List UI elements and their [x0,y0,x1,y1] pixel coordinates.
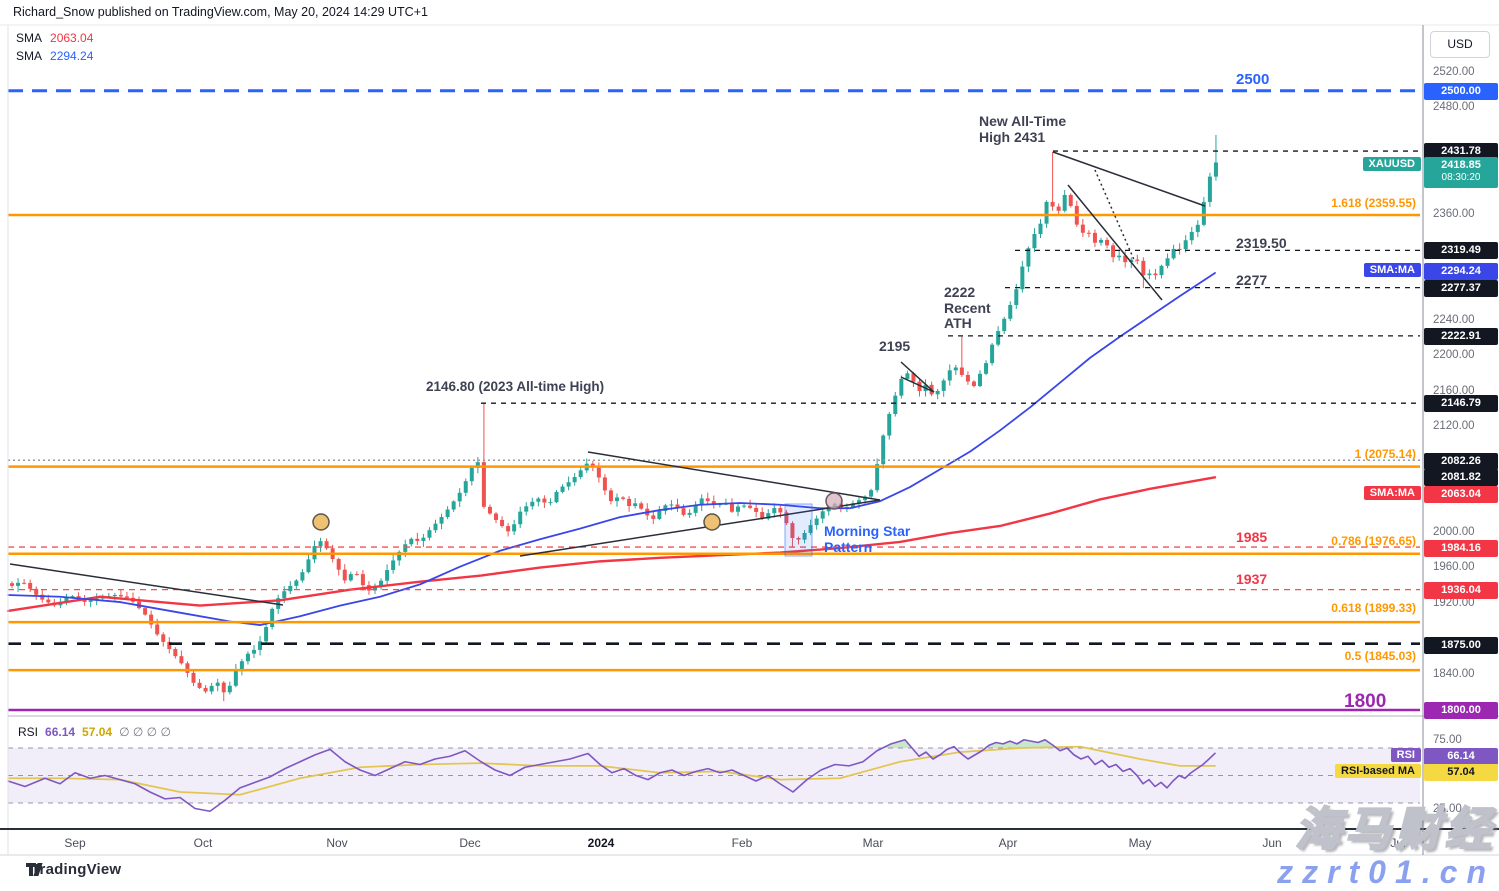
price-badge: 2222.91 [1424,328,1498,345]
axis-side-label: RSI-based MA [1335,764,1421,778]
price-tick: 1920.00 [1433,596,1475,609]
price-badge: 1800.00 [1424,702,1498,719]
time-label-may: May [1128,836,1152,850]
sma-legend-row-slow[interactable]: SMA 2294.24 [16,47,93,65]
annotation: 0.786 (1976.65) [1331,534,1416,548]
usd-button[interactable]: USD [1430,31,1490,58]
price-badge-sma-ma: 2063.04 [1424,486,1498,503]
price-badge-rsi-based-ma: 57.04 [1424,764,1498,781]
annotation: 2277 [1236,272,1268,288]
time-label-nov: Nov [326,836,348,850]
tradingview-logo-text: TradingView [31,861,122,878]
price-tick: 2200.00 [1433,349,1475,362]
footer-logo[interactable]: TradingView [25,861,121,878]
annotation: 1800 [1344,691,1387,712]
annotation: 1.618 (2359.55) [1331,196,1416,210]
axis-side-label: SMA:MA [1363,263,1421,277]
rsi-empty-params: ∅ ∅ ∅ ∅ [119,725,171,739]
price-badge: 1984.16 [1424,540,1498,557]
rsi-tick: 75.00 [1433,734,1462,747]
publish-title: Richard_Snow published on TradingView.co… [13,5,428,19]
price-tick: 2240.00 [1433,313,1475,326]
price-badge: 2082.26 [1424,453,1498,470]
price-tick: 1840.00 [1433,667,1475,680]
price-badge: 2319.49 [1424,242,1498,259]
price-tick: 2120.00 [1433,419,1475,432]
price-badge-xauusd: 2418.85 08:30:20 [1424,157,1498,188]
rsi-indicator-legend[interactable]: RSI 66.14 57.04 ∅ ∅ ∅ ∅ [18,725,178,739]
rsi-ma-value: 57.04 [82,725,113,739]
rsi-tick: 25.00 [1433,802,1462,815]
annotation: Morning Star Pattern [824,523,911,555]
time-label-mar: Mar [862,836,884,850]
time-label-dec: Dec [459,836,481,850]
annotation: 2195 [879,338,911,354]
time-label-2024: 2024 [587,836,615,850]
price-badge: 2431.78 [1424,143,1498,160]
time-label-feb: Feb [731,836,753,850]
time-label-sep: Sep [64,836,86,850]
price-badge: 2500.00 [1424,83,1498,100]
price-badge-rsi: 66.14 [1424,748,1498,765]
rsi-value: 66.14 [45,725,76,739]
price-tick: 2000.00 [1433,526,1475,539]
rsi-label: RSI [18,725,39,739]
price-tick: 2160.00 [1433,384,1475,397]
axis-side-label: XAUUSD [1362,157,1421,171]
annotation: 1985 [1236,529,1268,545]
sma-value-blue: 2294.24 [50,49,94,63]
price-tick: 2480.00 [1433,101,1475,114]
price-badge: 1936.04 [1424,582,1498,599]
price-badge: 2081.82 [1424,469,1498,486]
price-badge: 1875.00 [1424,637,1498,654]
price-badge: 2146.79 [1424,395,1498,412]
sma-label: SMA [16,49,43,63]
price-tick: 2520.00 [1433,66,1475,78]
sma-label: SMA [16,31,43,45]
annotation: 1 (2075.14) [1354,447,1416,461]
annotation: 2146.80 (2023 All-time High) [426,379,605,394]
sma-value-red: 2063.04 [50,31,94,45]
annotation: 1937 [1236,571,1268,587]
time-label-oct: Oct [193,836,213,850]
annotation: 2222 Recent ATH [944,284,991,332]
sma-legend: SMA 2063.04 SMA 2294.24 [16,29,93,65]
time-label-apr: Apr [998,836,1018,850]
annotation: 0.618 (1899.33) [1331,601,1416,615]
axis-side-label: SMA:MA [1363,486,1421,500]
price-tick: 1960.00 [1433,561,1475,574]
price-tick: 2360.00 [1433,207,1475,220]
axis-side-label: RSI [1390,748,1421,762]
time-label-jun: Jun [1262,836,1282,850]
annotation: New All-Time High 2431 [979,113,1067,145]
annotation: 2500 [1236,71,1270,88]
annotation: 2319.50 [1236,235,1287,251]
price-badge: 2277.37 [1424,280,1498,297]
time-label-jul: Jul [1390,836,1406,850]
annotation: 0.5 (1845.03) [1344,649,1416,663]
sma-legend-row-fast[interactable]: SMA 2063.04 [16,29,93,47]
price-badge-sma-ma: 2294.24 [1424,263,1498,280]
